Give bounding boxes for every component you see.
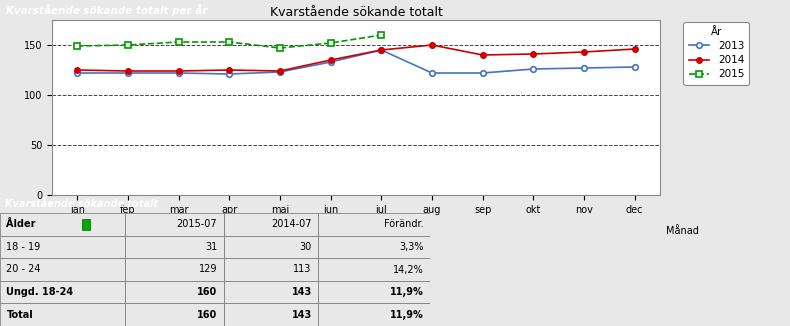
Text: 143: 143 — [292, 310, 312, 320]
Text: 11,9%: 11,9% — [389, 287, 423, 297]
FancyBboxPatch shape — [0, 213, 125, 236]
Text: Förändr.: Förändr. — [384, 219, 423, 229]
Text: 31: 31 — [205, 242, 217, 252]
Text: 11,9%: 11,9% — [389, 310, 423, 320]
Text: 113: 113 — [293, 264, 312, 274]
Text: 2015-07: 2015-07 — [176, 219, 217, 229]
Text: Total: Total — [6, 310, 33, 320]
Text: Månad: Månad — [666, 227, 699, 236]
FancyBboxPatch shape — [125, 213, 224, 236]
Text: Kvarstående sökande totalt per år: Kvarstående sökande totalt per år — [6, 4, 208, 16]
Text: 18 - 19: 18 - 19 — [6, 242, 41, 252]
Text: 129: 129 — [198, 264, 217, 274]
Text: 160: 160 — [197, 287, 217, 297]
Text: 160: 160 — [197, 310, 217, 320]
FancyBboxPatch shape — [318, 213, 430, 236]
Text: Kvarstående sökande totalt: Kvarstående sökande totalt — [6, 199, 158, 209]
Text: 30: 30 — [299, 242, 312, 252]
Legend: 2013, 2014, 2015: 2013, 2014, 2015 — [683, 22, 750, 85]
Text: 20 - 24: 20 - 24 — [6, 264, 41, 274]
Text: Ålder: Ålder — [6, 219, 36, 229]
FancyBboxPatch shape — [224, 213, 318, 236]
Title: Kvarstående sökande totalt: Kvarstående sökande totalt — [269, 6, 442, 19]
Text: Ungd. 18-24: Ungd. 18-24 — [6, 287, 73, 297]
Text: 143: 143 — [292, 287, 312, 297]
Bar — [81, 219, 90, 230]
Text: 3,3%: 3,3% — [399, 242, 423, 252]
Text: 14,2%: 14,2% — [393, 264, 423, 274]
Text: 2014-07: 2014-07 — [271, 219, 312, 229]
